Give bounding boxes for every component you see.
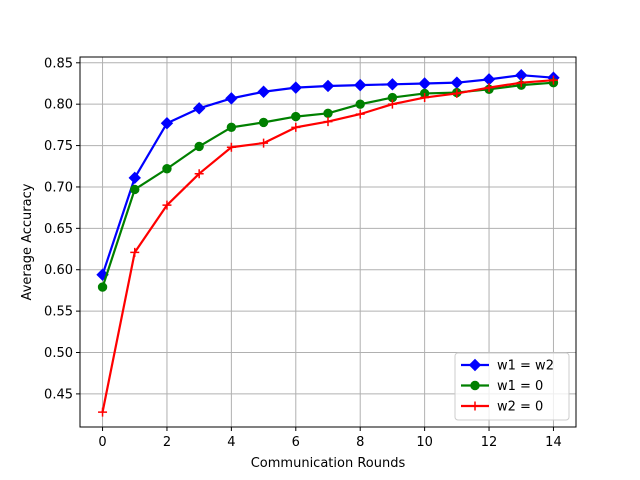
data-point <box>291 111 301 122</box>
data-point <box>548 75 558 85</box>
legend-marker <box>470 401 480 411</box>
x-tick-label: 0 <box>98 435 106 450</box>
y-tick-label: 0.60 <box>44 263 73 278</box>
data-point <box>386 78 399 91</box>
y-tick-label: 0.75 <box>44 139 73 154</box>
y-tick-label: 0.70 <box>44 180 73 195</box>
x-axis-title: Communication Rounds <box>251 456 406 471</box>
series-layer <box>96 69 560 417</box>
data-point <box>226 122 237 133</box>
legend-item: w1 = w2 <box>461 359 554 374</box>
series-2 <box>98 75 558 417</box>
legend-label: w2 = 0 <box>497 400 543 415</box>
x-tick-label: 14 <box>545 435 562 450</box>
data-point <box>420 93 430 103</box>
legend-marker <box>468 358 482 372</box>
y-tick-label: 0.80 <box>44 98 73 113</box>
legend-marker <box>470 380 480 391</box>
data-point <box>323 117 333 127</box>
data-point <box>97 282 108 292</box>
legend-label: w1 = 0 <box>497 379 543 394</box>
data-point <box>128 171 141 185</box>
data-point <box>225 92 238 105</box>
legend: w1 = w2 w1 = 0 w2 = 0 <box>454 352 570 421</box>
x-tick-label: 4 <box>227 435 235 450</box>
x-tick-label: 2 <box>163 435 171 450</box>
data-point <box>516 78 526 88</box>
x-tick-label: 6 <box>292 435 300 450</box>
y-tick-label: 0.85 <box>44 56 73 71</box>
data-point <box>226 142 236 152</box>
data-point <box>258 117 269 128</box>
y-tick-label: 0.65 <box>44 222 73 237</box>
data-point <box>259 138 269 148</box>
y-tick-label: 0.50 <box>44 346 73 361</box>
data-point <box>321 79 335 93</box>
plot-frame <box>79 56 577 428</box>
data-point <box>98 407 108 417</box>
data-point <box>452 88 462 98</box>
data-point <box>192 102 206 115</box>
data-point <box>160 117 174 130</box>
ticks: 0 2 4 6 8 10 12 14 0.45 0.50 0.55 0.60 0.65 0.70 0.75 0… <box>44 56 562 450</box>
data-point <box>387 99 397 109</box>
data-point <box>130 184 140 195</box>
x-tick-label: 12 <box>481 435 498 450</box>
data-point <box>162 200 172 210</box>
data-point <box>194 169 204 179</box>
data-point <box>257 85 270 98</box>
y-axis-title: Average Accuracy <box>20 183 35 300</box>
legend-box <box>454 352 570 421</box>
data-point <box>289 81 302 94</box>
legend-item: w1 = 0 <box>461 379 543 394</box>
data-point <box>354 78 367 92</box>
data-point <box>323 108 333 118</box>
x-tick-label: 8 <box>356 435 364 450</box>
data-point <box>484 83 494 93</box>
data-point <box>194 141 204 152</box>
x-tick-label: 10 <box>416 435 433 450</box>
legend-label: w1 = w2 <box>497 359 554 374</box>
y-tick-label: 0.55 <box>44 305 73 320</box>
data-point <box>355 109 365 119</box>
y-tick-label: 0.45 <box>44 387 73 402</box>
data-point <box>291 122 301 132</box>
data-point <box>162 164 172 174</box>
data-point <box>355 99 365 109</box>
data-point <box>130 247 140 257</box>
legend-item: w2 = 0 <box>461 400 543 415</box>
